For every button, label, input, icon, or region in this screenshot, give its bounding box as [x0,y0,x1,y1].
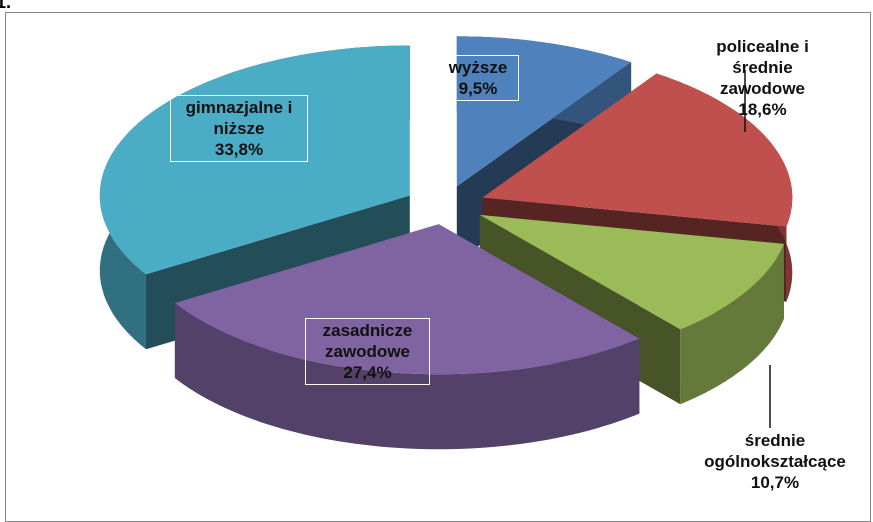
value-label: 18,6% [738,100,787,119]
value-label: 33,8% [214,140,264,159]
value-label: 10,7% [750,473,800,492]
category-label: wyższe [448,58,508,77]
category-label: gimnazjalne i niższe [185,98,293,138]
slice [482,73,793,227]
category-label: zasadnicze zawodowe [322,321,413,361]
slice-side [174,303,640,450]
data-label: gimnazjalne i niższe 33,8% [170,95,308,162]
value-label: 27,4% [343,363,392,382]
data-label: średnie ogólnokształcące 10,7% [690,430,860,493]
data-label: policealne i średnie zawodowe 18,6% [700,36,825,120]
slice [456,36,632,187]
category-label: policealne i średnie zawodowe [716,37,809,98]
category-label: średnie ogólnokształcące [704,431,846,471]
slice [99,45,410,275]
slice [479,214,784,330]
slice [174,224,640,375]
value-label: 9,5% [458,79,498,98]
page-label: 1. [0,0,12,12]
slice-side [680,243,784,405]
data-label: wyższe 9,5% [437,55,519,101]
data-label: zasadnicze zawodowe 27,4% [305,318,430,385]
